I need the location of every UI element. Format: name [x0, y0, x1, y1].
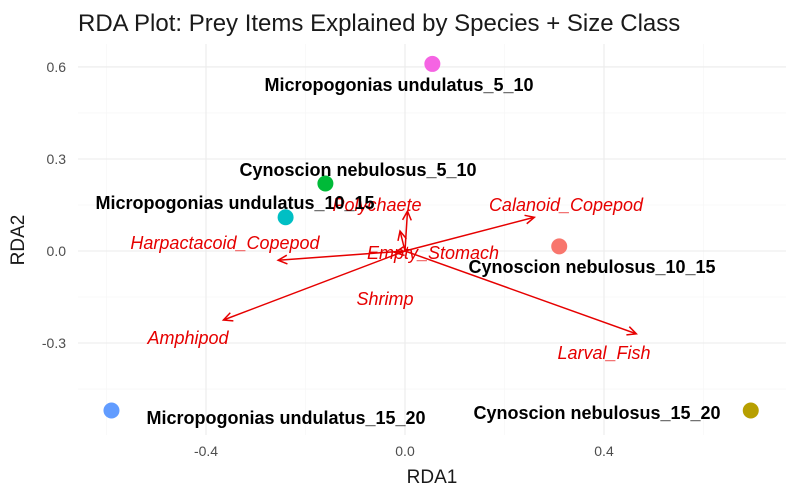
- site-point: [103, 402, 120, 419]
- vector-label: Calanoid_Copepod: [489, 195, 644, 215]
- x-tick-label: 0.4: [594, 443, 614, 459]
- vector-label: Harpactacoid_Copepod: [130, 233, 320, 253]
- x-tick-label: 0.0: [395, 443, 415, 459]
- vector-arrowhead: [626, 326, 638, 336]
- vector-arrowhead: [397, 229, 408, 242]
- y-axis-ticks: -0.3 0.0 0.3 0.6: [42, 59, 66, 351]
- site-label: Micropogonias undulatus_10_15: [95, 193, 374, 213]
- vector-arrowhead: [221, 312, 234, 322]
- x-axis-title: RDA1: [407, 467, 458, 488]
- site-point: [277, 209, 294, 226]
- vector-line: [223, 250, 406, 321]
- species-vectors: [221, 209, 638, 336]
- site-point: [742, 402, 759, 419]
- vector-line: [399, 230, 406, 252]
- site-label: Cynoscion nebulosus_15_20: [473, 403, 720, 423]
- vector-arrowhead: [401, 209, 412, 221]
- vector-label: Empty_Stomach: [367, 243, 499, 263]
- site-label: Cynoscion nebulosus_10_15: [468, 257, 715, 277]
- site-labels: Micropogonias undulatus_5_10 Cynoscion ne…: [95, 75, 720, 428]
- vector-labels: Polychaete Calanoid_Copepod Harpactacoid_C…: [130, 195, 650, 363]
- vector-line: [404, 211, 409, 252]
- vector-label: Polychaete: [332, 195, 421, 215]
- site-label: Micropogonias undulatus_15_20: [146, 408, 425, 428]
- vector-line: [404, 250, 637, 335]
- vector-line: [404, 216, 535, 252]
- y-axis-title: RDA2: [8, 215, 29, 266]
- vector-arrowhead: [393, 246, 405, 257]
- site-point: [551, 238, 568, 255]
- vector-line: [278, 250, 406, 261]
- x-tick-label: -0.4: [194, 443, 218, 459]
- vector-arrowhead: [524, 214, 537, 225]
- y-tick-label: 0.3: [47, 151, 67, 167]
- site-point: [424, 55, 441, 72]
- vector-arrowhead: [276, 254, 288, 265]
- x-axis-ticks: -0.4 0.0 0.4: [194, 443, 614, 459]
- y-tick-label: 0.0: [47, 243, 67, 259]
- y-tick-label: 0.6: [47, 59, 67, 75]
- plot-grid: [78, 44, 786, 435]
- y-tick-label: -0.3: [42, 335, 66, 351]
- site-label: Cynoscion nebulosus_5_10: [239, 160, 476, 180]
- chart-title: RDA Plot: Prey Items Explained by Specie…: [78, 10, 680, 37]
- vector-label: Amphipod: [146, 328, 229, 348]
- site-point: [317, 175, 334, 192]
- vector-label: Shrimp: [356, 289, 413, 309]
- site-label: Micropogonias undulatus_5_10: [264, 75, 533, 95]
- site-points: [103, 55, 759, 419]
- vector-label: Larval_Fish: [557, 343, 650, 363]
